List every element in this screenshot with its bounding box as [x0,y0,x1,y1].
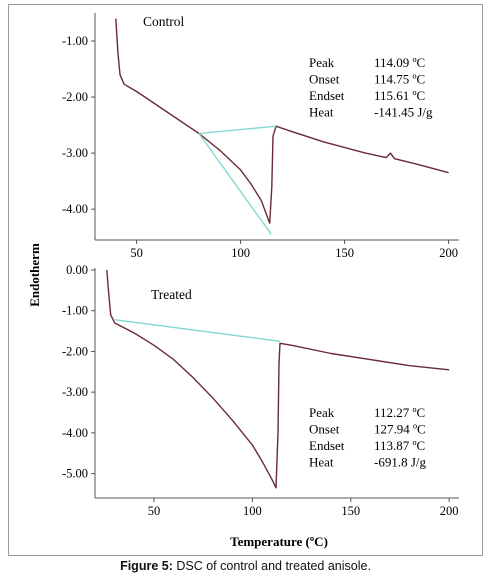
annotation-label: Peak [309,55,335,70]
annotation-label: Endset [309,88,345,103]
panel-title: Treated [151,287,192,302]
dsc-chart: -1.00 -2.00 -3.00 -4.00 50 100 150 200 Control Pe… [27,13,459,549]
panel-control: -1.00 -2.00 -3.00 -4.00 50 100 150 200 Control Pe… [62,13,459,260]
x-tick-label: 200 [440,504,459,518]
annotation-label: Endset [309,438,345,453]
figure-frame: -1.00 -2.00 -3.00 -4.00 50 100 150 200 Control Pe… [8,4,483,556]
figure-caption: Figure 5: DSC of control and treated ani… [0,559,491,573]
caption-label: Figure 5: [120,559,173,573]
dsc-curve [106,269,450,489]
annotation-label: Onset [309,72,340,87]
annotation-value: -691.8 J/g [374,455,427,470]
x-tick-label: 100 [243,504,262,518]
annotation-label: Peak [309,405,335,420]
y-tick-label: -1.00 [62,304,88,318]
y-tick-label: 0.00 [66,263,88,277]
x-axis-title: Temperature (ºC) [230,534,328,549]
x-tick-label: 50 [148,504,161,518]
y-axis-title: Endotherm [27,243,42,307]
annotation-label: Heat [309,455,334,470]
annotation-label: Onset [309,422,340,437]
y-tick-label: -4.00 [62,426,88,440]
x-tick-label: 50 [130,246,143,260]
annotation-label: Heat [309,105,334,120]
caption-text: DSC of control and treated anisole. [176,559,371,573]
x-tick-label: 200 [439,246,458,260]
baseline-line [198,125,277,135]
panel-title: Control [143,14,185,29]
annotation-value: 114.75 ºC [374,72,425,87]
annotation-value: 112.27 ºC [374,405,425,420]
x-tick-label: 150 [335,246,354,260]
panel-treated: 0.00 -1.00 -2.00 -3.00 -4.00 -5.00 50 100 150 200… [62,263,459,518]
y-tick-label: -4.00 [62,202,88,216]
annotation-value: 113.87 ºC [374,438,425,453]
baseline-line [198,133,272,235]
x-tick-label: 100 [231,246,250,260]
y-tick-label: -3.00 [62,385,88,399]
y-tick-label: -3.00 [62,146,88,160]
annotation-value: 127.94 ºC [374,422,426,437]
baseline-line [114,319,281,342]
y-tick-label: -2.00 [62,344,88,358]
annotation-value: 115.61 ºC [374,88,425,103]
annotation-value: 114.09 ºC [374,55,425,70]
x-tick-label: 150 [341,504,360,518]
y-tick-label: -1.00 [62,34,88,48]
y-tick-label: -2.00 [62,90,88,104]
annotation-value: -141.45 J/g [374,105,433,120]
y-tick-label: -5.00 [62,467,88,481]
dsc-curve [115,18,449,224]
